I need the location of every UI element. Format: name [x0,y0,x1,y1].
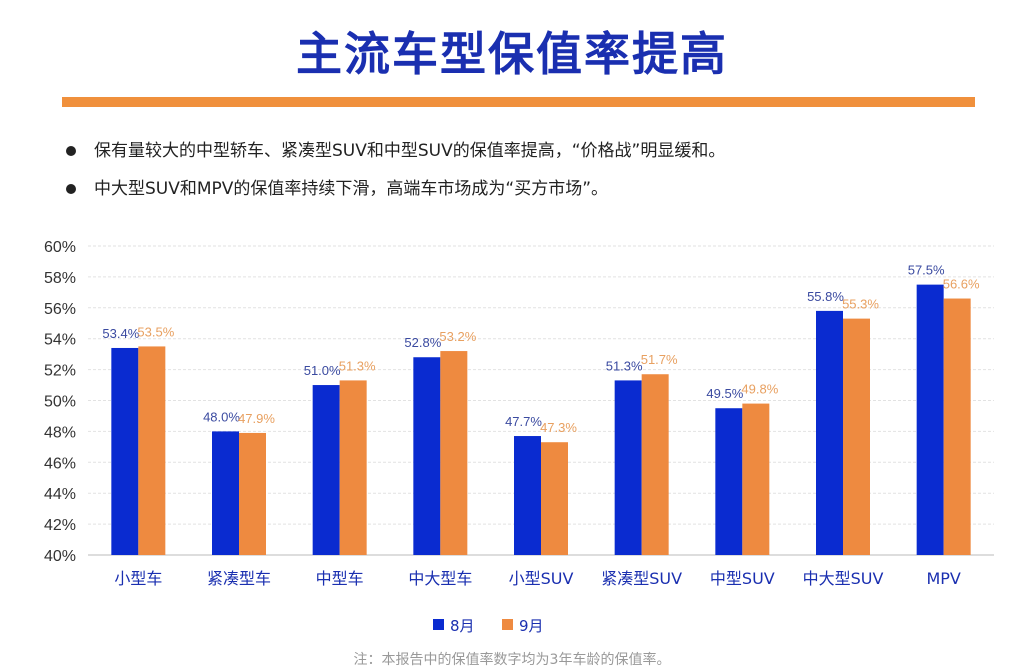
bullet-item: 保有量较大的中型轿车、紧凑型SUV和中型SUV的保值率提高，“价格战”明显缓和。 [66,136,725,161]
data-label: 47.7% [505,414,542,429]
bar-8月 [111,347,139,555]
bar-8月 [715,408,743,555]
y-tick-label: 52% [44,363,76,380]
y-tick-label: 42% [44,517,76,534]
x-tick-label: MPV [926,569,960,588]
bullet-dot-icon [66,146,76,156]
bar-9月 [138,346,166,555]
data-label: 48.0% [203,409,240,424]
data-label: 53.2% [439,329,476,344]
y-tick-label: 44% [44,486,76,503]
data-label: 57.5% [908,263,945,278]
x-tick-label: 中大型车 [408,569,472,588]
x-tick-label: 中大型SUV [803,569,884,588]
data-label: 51.3% [339,358,376,373]
data-label: 47.9% [238,411,275,426]
legend-label: 8月 [450,617,475,635]
data-label: 53.4% [102,326,139,341]
data-label: 51.0% [304,363,341,378]
page-title: 主流车型保值率提高 [296,27,728,81]
bar-8月 [312,385,340,555]
title-underline-bar [62,97,975,107]
data-label: 49.8% [741,382,778,397]
x-tick-label: 中型SUV [710,569,775,588]
y-tick-label: 58% [44,270,76,287]
y-tick-label: 50% [44,394,76,411]
data-label: 49.5% [706,386,743,401]
legend-label: 9月 [519,617,544,635]
data-label: 52.8% [404,335,441,350]
data-label: 51.3% [606,358,643,373]
bar-9月 [239,432,266,555]
y-tick-label: 40% [44,548,76,565]
bullet-item: 中大型SUV和MPV的保值率持续下滑，高端车市场成为“买方市场”。 [66,174,608,199]
x-tick-label: 中型车 [316,569,364,588]
bar-8月 [514,436,541,555]
x-tick-label: 小型SUV [509,569,574,588]
x-tick-label: 紧凑型车 [207,569,271,588]
bar-9月 [541,442,568,555]
bullet-dot-icon [66,184,76,194]
x-tick-label: 紧凑型SUV [601,569,682,588]
data-label: 51.7% [641,352,678,367]
y-tick-label: 60% [44,239,76,256]
bar-9月 [843,318,870,555]
bar-8月 [916,284,944,555]
data-label: 55.3% [842,297,879,312]
bullet-text: 保有量较大的中型轿车、紧凑型SUV和中型SUV的保值率提高，“价格战”明显缓和。 [94,141,726,161]
y-tick-label: 48% [44,424,76,441]
data-label: 47.3% [540,420,577,435]
bar-8月 [816,310,843,555]
legend-swatch-icon [433,619,444,630]
bar-8月 [614,380,642,555]
bar-9月 [339,380,367,555]
footnote: 注：本报告中的保值率数字均为3年车龄的保值率。 [353,652,671,668]
legend-swatch-icon [502,619,513,630]
data-label: 56.6% [943,277,980,292]
bar-9月 [742,403,770,555]
bullet-text: 中大型SUV和MPV的保值率持续下滑，高端车市场成为“买方市场”。 [94,179,609,199]
y-tick-label: 54% [44,332,76,349]
bar-8月 [413,357,441,555]
y-tick-label: 46% [44,455,76,472]
bar-9月 [943,298,971,555]
y-tick-label: 56% [44,301,76,318]
x-tick-label: 小型车 [114,569,162,588]
data-label: 55.8% [807,289,844,304]
data-label: 53.5% [137,324,174,339]
bar-9月 [440,351,468,555]
bar-8月 [212,431,239,555]
bar-9月 [641,374,669,555]
